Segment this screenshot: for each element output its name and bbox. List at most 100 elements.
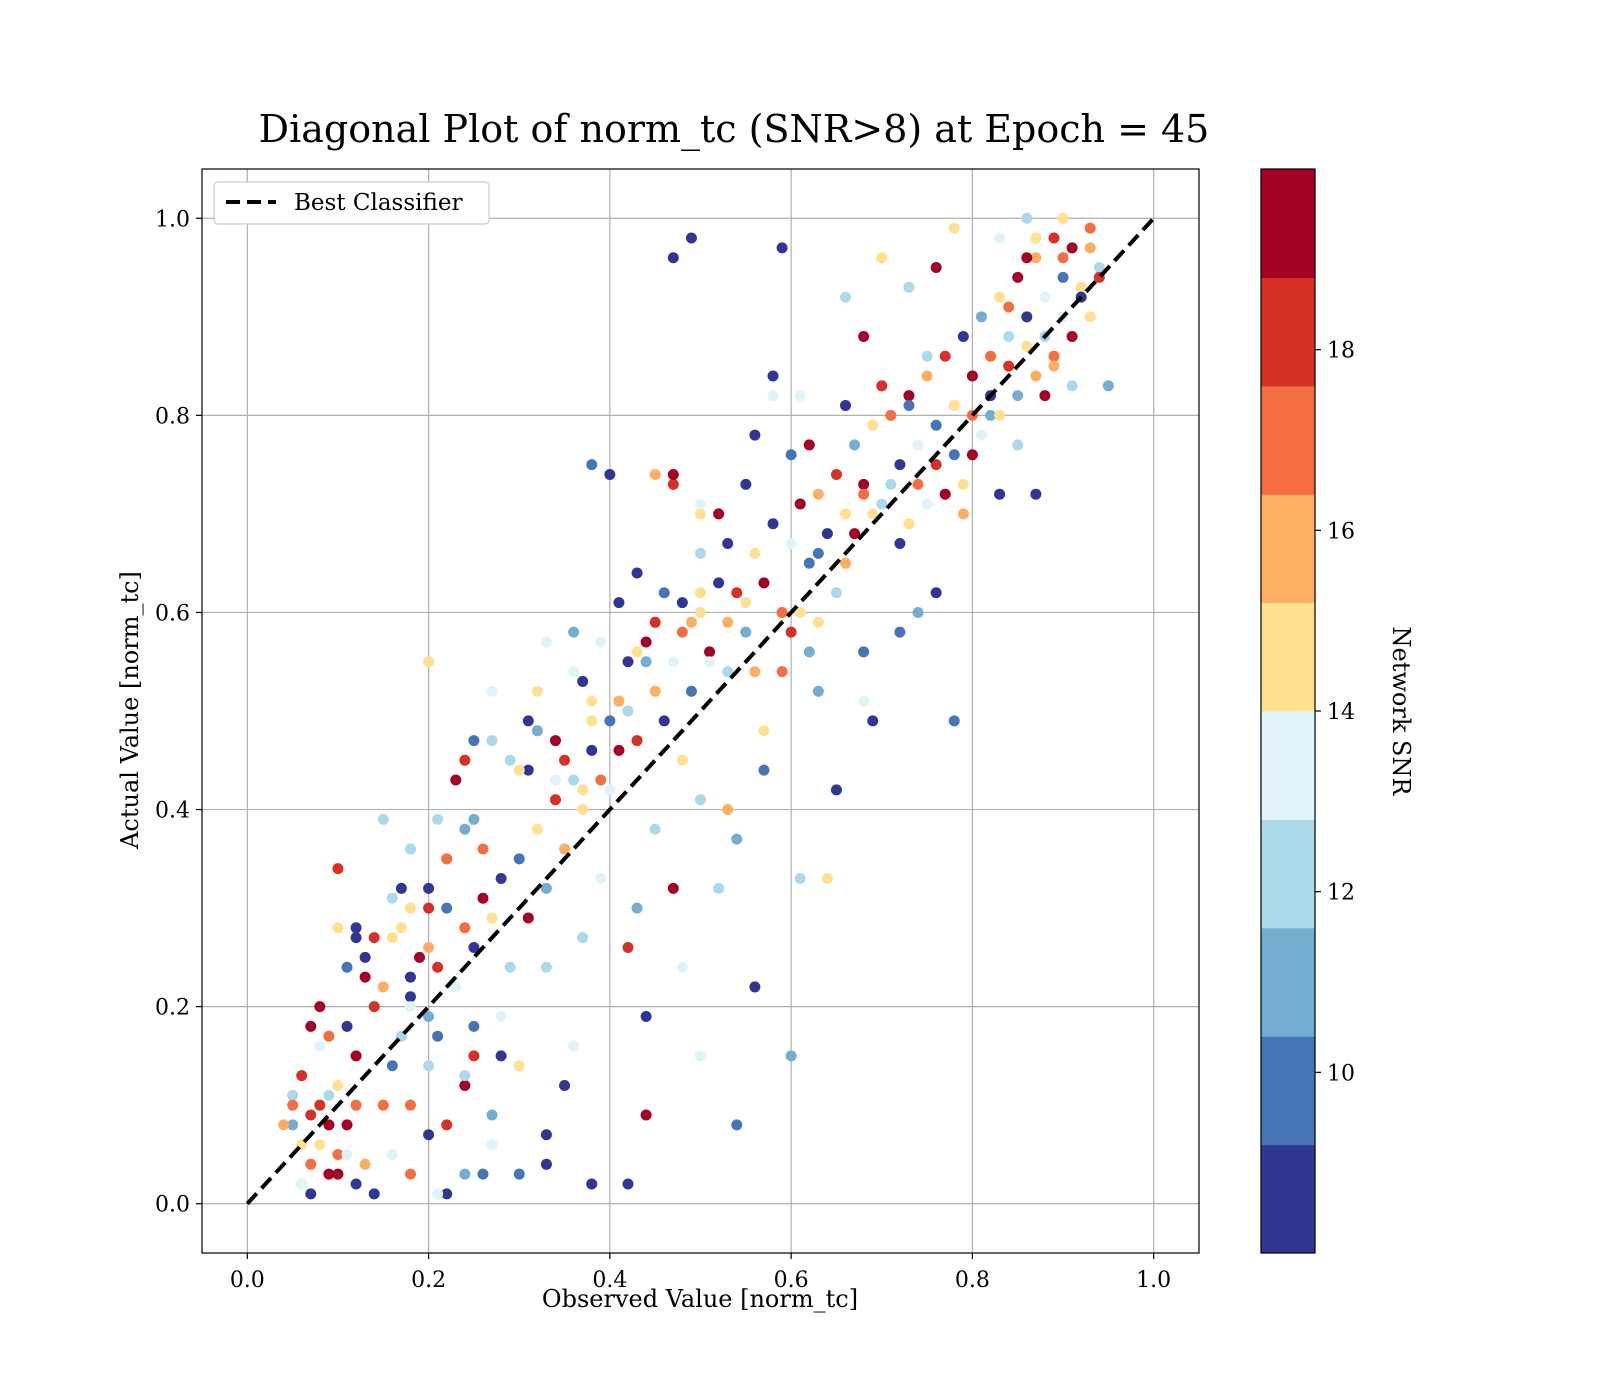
colorbar-tick-label: 16 xyxy=(1327,519,1355,544)
scatter-point xyxy=(803,557,815,569)
scatter-point xyxy=(649,616,661,628)
scatter-point xyxy=(386,1060,398,1072)
scatter-point xyxy=(649,685,661,697)
scatter-point xyxy=(613,597,625,609)
scatter-point xyxy=(595,873,607,885)
y-tick-label: 0.6 xyxy=(155,601,190,626)
scatter-point xyxy=(966,370,978,382)
scatter-point xyxy=(586,744,598,756)
scatter-point xyxy=(794,498,806,510)
scatter-point xyxy=(613,695,625,707)
scatter-point xyxy=(758,725,770,737)
scatter-point xyxy=(840,557,852,569)
scatter-point xyxy=(468,1050,480,1062)
scatter-point xyxy=(1039,390,1051,402)
scatter-point xyxy=(1021,340,1033,352)
scatter-point xyxy=(695,587,706,599)
x-axis-label: Observed Value [norm_tc] xyxy=(542,1285,858,1313)
scatter-point xyxy=(468,735,480,747)
scatter-point xyxy=(459,1070,471,1082)
scatter-point xyxy=(423,656,435,668)
scatter-point xyxy=(577,675,589,687)
x-tick-label: 0.4 xyxy=(592,1268,627,1293)
scatter-point xyxy=(504,961,516,973)
scatter-point xyxy=(767,518,779,530)
scatter-point xyxy=(305,1158,317,1170)
scatter-point xyxy=(604,784,616,796)
scatter-point xyxy=(287,1099,299,1111)
scatter-point xyxy=(432,961,444,973)
scatter-point xyxy=(948,400,960,412)
scatter-point xyxy=(731,587,743,599)
scatter-point xyxy=(577,804,589,816)
scatter-point xyxy=(676,597,688,609)
scatter-point xyxy=(332,863,344,875)
scatter-point xyxy=(604,468,616,480)
scatter-point xyxy=(332,1148,344,1160)
scatter-point xyxy=(695,547,706,559)
scatter-point xyxy=(876,380,888,392)
scatter-point xyxy=(586,695,598,707)
scatter-point xyxy=(314,1099,326,1111)
scatter-point xyxy=(432,1030,444,1042)
scatter-point xyxy=(540,1129,552,1141)
scatter-point xyxy=(531,725,543,737)
scatter-point xyxy=(486,685,498,697)
scatter-point xyxy=(858,478,870,490)
scatter-point xyxy=(559,843,571,855)
scatter-point xyxy=(1039,291,1051,303)
scatter-point xyxy=(404,1001,416,1013)
scatter-point xyxy=(840,508,852,520)
scatter-point xyxy=(1048,360,1060,372)
scatter-point xyxy=(395,922,407,934)
scatter-point xyxy=(386,1148,398,1160)
scatter-points xyxy=(278,212,1114,1200)
scatter-point xyxy=(1030,252,1042,264)
scatter-point xyxy=(404,1168,416,1180)
scatter-point xyxy=(540,636,552,648)
scatter-point xyxy=(513,1168,525,1180)
colorbar-block xyxy=(1261,711,1315,820)
chart-title: Diagonal Plot of norm_tc (SNR>8) at Epoc… xyxy=(259,107,1210,152)
scatter-point xyxy=(350,1178,362,1190)
colorbar-label: Network SNR xyxy=(1387,627,1415,797)
scatter-point xyxy=(404,902,416,914)
scatter-point xyxy=(1057,271,1069,283)
scatter-point xyxy=(812,685,824,697)
scatter-point xyxy=(740,597,752,609)
scatter-point xyxy=(296,1070,308,1082)
colorbar-block xyxy=(1261,169,1315,278)
scatter-point xyxy=(1102,380,1114,392)
scatter-point xyxy=(948,715,960,727)
scatter-point xyxy=(441,853,453,865)
scatter-point xyxy=(486,1109,498,1121)
colorbar-tick-label: 14 xyxy=(1327,700,1355,725)
scatter-point xyxy=(667,478,679,490)
scatter-point xyxy=(1075,281,1087,293)
scatter-point xyxy=(1084,242,1096,254)
scatter-point xyxy=(975,429,987,441)
scatter-point xyxy=(495,1010,507,1022)
scatter-point xyxy=(332,1168,344,1180)
scatter-point xyxy=(749,429,761,441)
scatter-point xyxy=(722,616,734,628)
scatter-point xyxy=(985,409,997,421)
x-tick-label: 0.0 xyxy=(230,1268,265,1293)
scatter-point xyxy=(468,1020,480,1032)
scatter-point xyxy=(685,616,697,628)
scatter-point xyxy=(622,1178,634,1190)
scatter-point xyxy=(994,291,1006,303)
colorbar-block xyxy=(1261,819,1315,929)
scatter-point xyxy=(350,1099,362,1111)
scatter-point xyxy=(695,508,706,520)
scatter-point xyxy=(867,419,879,431)
scatter-point xyxy=(323,1089,335,1101)
scatter-point xyxy=(858,331,870,343)
scatter-point xyxy=(377,981,389,993)
scatter-point xyxy=(423,1060,435,1072)
plot-area: 0.0 0.2 0.4 0.6 0.8 1.0 0.0 0.2 0.4 0.6 0.8 1.0 xyxy=(155,168,1200,1293)
scatter-point xyxy=(767,370,779,382)
x-tick-label: 1.0 xyxy=(1136,1268,1171,1293)
scatter-point xyxy=(1066,331,1078,343)
